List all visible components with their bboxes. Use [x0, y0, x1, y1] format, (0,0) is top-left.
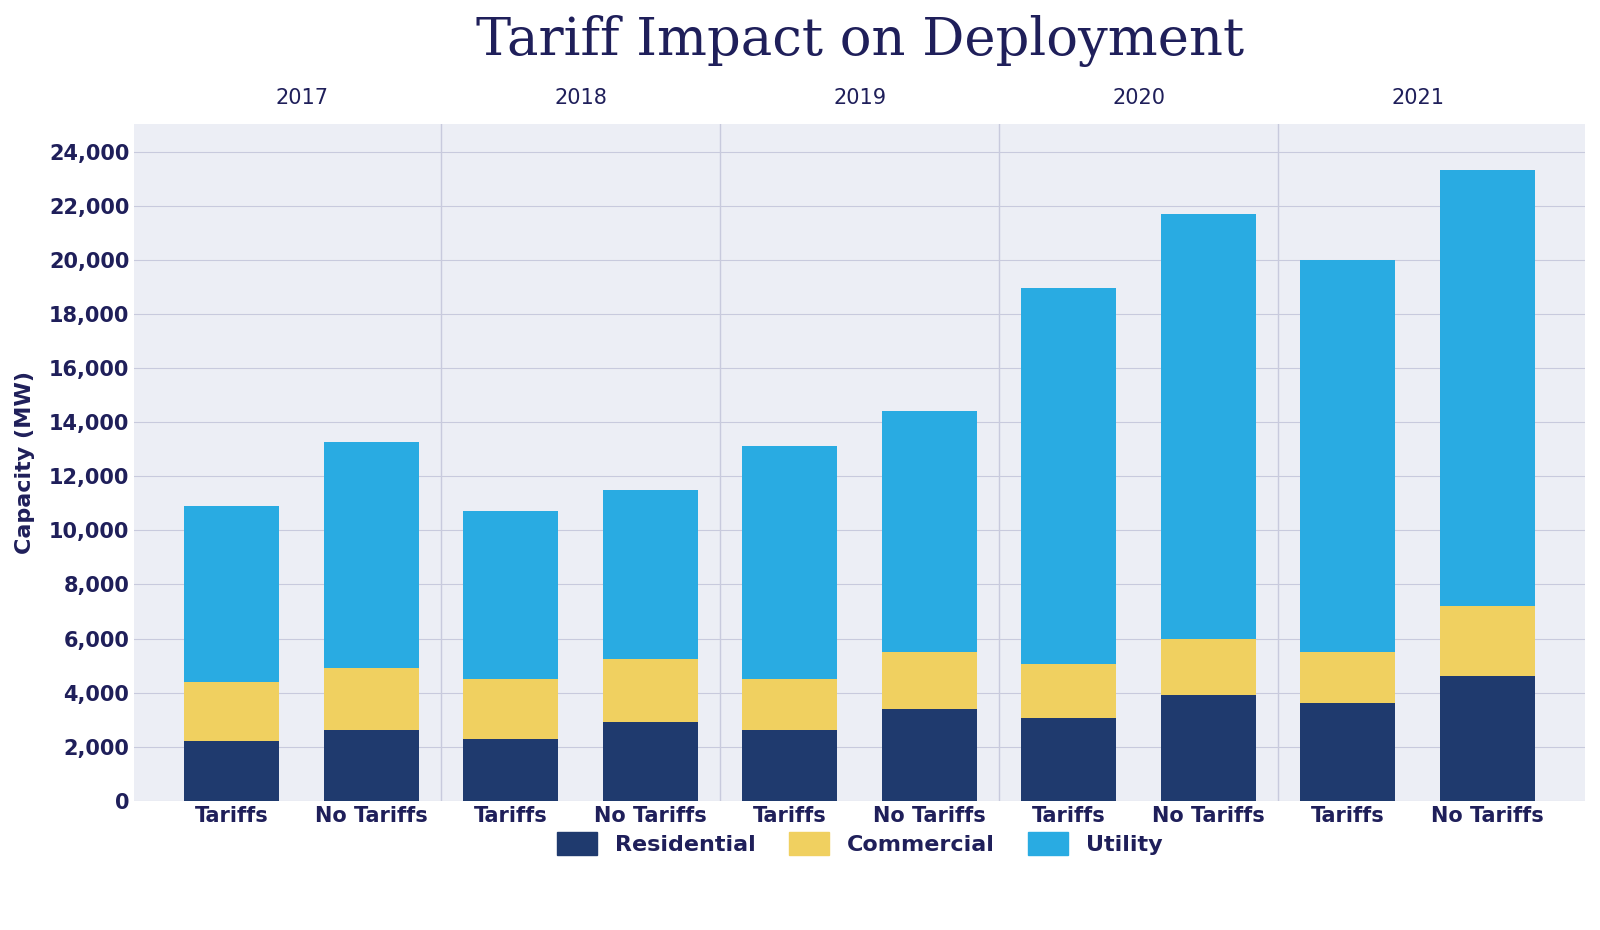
Bar [742, 679, 837, 730]
Bar [323, 730, 419, 801]
Bar [323, 669, 419, 730]
Bar [1301, 652, 1395, 703]
Bar [882, 709, 976, 801]
Y-axis label: Capacity (MW): Capacity (MW) [14, 371, 35, 554]
Bar [1021, 718, 1117, 801]
Text: 2017: 2017 [275, 87, 328, 108]
Bar [1301, 259, 1395, 652]
Bar [1162, 639, 1256, 696]
Bar [1440, 676, 1534, 801]
Legend: Residential, Commercial, Utility: Residential, Commercial, Utility [549, 823, 1171, 864]
Bar [464, 512, 558, 679]
Bar [603, 658, 698, 723]
Bar [882, 652, 976, 709]
Bar [1162, 696, 1256, 801]
Bar [742, 446, 837, 679]
Bar [464, 679, 558, 738]
Bar [1021, 288, 1117, 664]
Text: 2019: 2019 [834, 87, 886, 108]
Bar [1440, 606, 1534, 676]
Bar [184, 682, 280, 741]
Bar [184, 741, 280, 801]
Bar [1162, 214, 1256, 639]
Bar [603, 490, 698, 658]
Bar [1301, 703, 1395, 801]
Bar [882, 411, 976, 652]
Text: 2018: 2018 [554, 87, 606, 108]
Bar [742, 730, 837, 801]
Bar [603, 723, 698, 801]
Bar [464, 738, 558, 801]
Bar [323, 443, 419, 669]
Bar [184, 506, 280, 682]
Bar [1021, 664, 1117, 718]
Text: 2021: 2021 [1390, 87, 1445, 108]
Text: 2020: 2020 [1112, 87, 1165, 108]
Title: Tariff Impact on Deployment: Tariff Impact on Deployment [475, 15, 1243, 67]
Bar [1440, 170, 1534, 606]
